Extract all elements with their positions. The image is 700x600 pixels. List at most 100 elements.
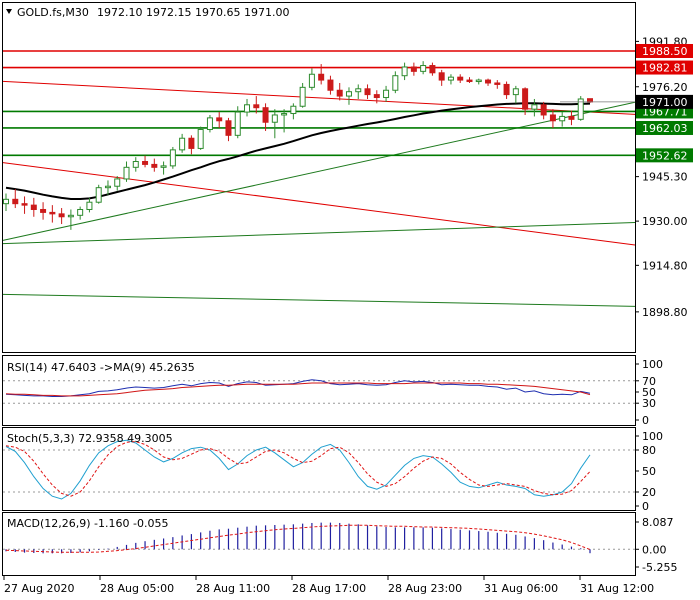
- candle-body: [577, 98, 584, 120]
- trendline-red-lower: [2, 162, 636, 246]
- candle-body: [151, 163, 158, 168]
- rsi-axis-label: 100: [642, 358, 663, 371]
- candle-body: [587, 98, 593, 103]
- candle-body: [383, 89, 390, 99]
- candle-body: [197, 129, 204, 149]
- rsi-axis-label: 0: [642, 414, 649, 427]
- candle-body: [466, 79, 473, 83]
- candle-body: [262, 107, 269, 123]
- trendline-green-lower: [2, 293, 636, 307]
- candle-body: [457, 76, 464, 81]
- candle-body: [225, 120, 232, 136]
- stoch-axis-label: 0: [642, 500, 649, 513]
- candle-body: [559, 115, 566, 122]
- candle-body: [290, 105, 297, 115]
- candle-body: [49, 211, 56, 215]
- price-axis-label: 1898.80: [642, 306, 688, 319]
- time-axis: 27 Aug 2020 28 Aug 05:00 28 Aug 11:00 28 Au…: [3, 576, 654, 595]
- price-level-tag: [636, 60, 693, 75]
- candle-body: [540, 104, 547, 116]
- candle-body: [271, 114, 278, 123]
- candle-body: [531, 104, 538, 110]
- candle-body: [336, 89, 343, 97]
- candle-body: [429, 65, 436, 74]
- candle-body: [188, 137, 195, 149]
- trendline-green-flat: [2, 222, 636, 245]
- stoch-axis-label: 100: [642, 430, 663, 443]
- macd-panel: 8.087 0.00 -5.255: [3, 516, 677, 574]
- price-level-tag: [636, 43, 693, 58]
- macd-axis-label: 8.087: [642, 516, 674, 529]
- rsi-axis-label: 70: [642, 375, 656, 388]
- chart-ohlc: 1972.10 1972.15 1970.65 1971.00: [97, 6, 289, 19]
- price-panel: 1991.801976.201961.001945.301930.001914.…: [2, 35, 693, 319]
- candle-body: [95, 187, 102, 203]
- candle-body: [104, 185, 111, 189]
- candle-body: [40, 208, 47, 213]
- rsi-series-line: [5, 382, 591, 397]
- rsi-series-line: [5, 379, 591, 397]
- time-axis-label: 28 Aug 05:00: [100, 582, 174, 595]
- price-level-label: 1982.81: [642, 62, 688, 75]
- time-axis-label: 28 Aug 11:00: [196, 582, 270, 595]
- candle-body: [503, 83, 510, 96]
- current-price-tag: [636, 94, 693, 109]
- main-panel-frame: [2, 2, 636, 353]
- candle-body: [86, 201, 93, 210]
- candle-body: [438, 72, 445, 81]
- macd-panel-frame: [2, 512, 636, 576]
- price-level-tag: [636, 120, 693, 135]
- stoch-panel-frame: [2, 427, 636, 511]
- price-axis-label: 1914.80: [642, 259, 688, 272]
- stoch-axis-label: 80: [642, 444, 656, 457]
- candle-body: [355, 88, 362, 93]
- candle-body: [206, 117, 213, 131]
- time-axis-label: 28 Aug 17:00: [292, 582, 366, 595]
- price-axis-label: 1930.00: [642, 215, 688, 228]
- stoch-series-line: [5, 441, 591, 497]
- time-axis-label: 27 Aug 2020: [4, 582, 74, 595]
- stoch-axis-label: 20: [642, 486, 656, 499]
- candle-body: [123, 166, 130, 180]
- candle-body: [568, 115, 575, 120]
- candle-body: [169, 149, 176, 167]
- candle-body: [77, 208, 84, 216]
- candle-body: [318, 73, 325, 81]
- current-price-label: 1971.00: [642, 96, 688, 109]
- collapse-arrow-icon[interactable]: [6, 9, 12, 14]
- candle-body: [364, 88, 371, 96]
- rsi-axis-label: 50: [642, 386, 656, 399]
- candle-body: [373, 94, 380, 99]
- time-axis-label: 28 Aug 23:00: [388, 582, 462, 595]
- candle-body: [494, 82, 501, 85]
- trendline-red-upper: [2, 80, 636, 115]
- candle-body: [234, 111, 241, 136]
- candle-body: [281, 113, 288, 116]
- candle-body: [142, 161, 149, 165]
- candle-body: [410, 66, 417, 72]
- candle-body: [253, 104, 260, 109]
- candle-body: [179, 137, 186, 151]
- candle-body: [216, 117, 223, 122]
- rsi-axis-label: 30: [642, 397, 656, 410]
- price-level-label: 1988.50: [642, 45, 688, 58]
- candle-body: [392, 75, 399, 91]
- time-axis-label: 31 Aug 06:00: [484, 582, 558, 595]
- candle-body: [327, 79, 334, 91]
- moving-average-line: [5, 102, 591, 200]
- candle-body: [447, 76, 454, 81]
- rsi-title: RSI(14) 47.6403 ->MA(9) 45.2635: [7, 361, 195, 374]
- candle-body: [549, 114, 556, 122]
- macd-title: MACD(12,26,9) -1.160 -0.055: [7, 517, 168, 530]
- candle-body: [3, 198, 9, 205]
- macd-axis-label: 0.00: [642, 543, 667, 556]
- candle-body: [160, 165, 167, 168]
- stoch-series-line: [5, 439, 591, 500]
- candle-body: [132, 161, 139, 168]
- price-axis-label: 1945.30: [642, 171, 688, 184]
- candle-body: [21, 203, 28, 206]
- candle-body: [401, 66, 408, 77]
